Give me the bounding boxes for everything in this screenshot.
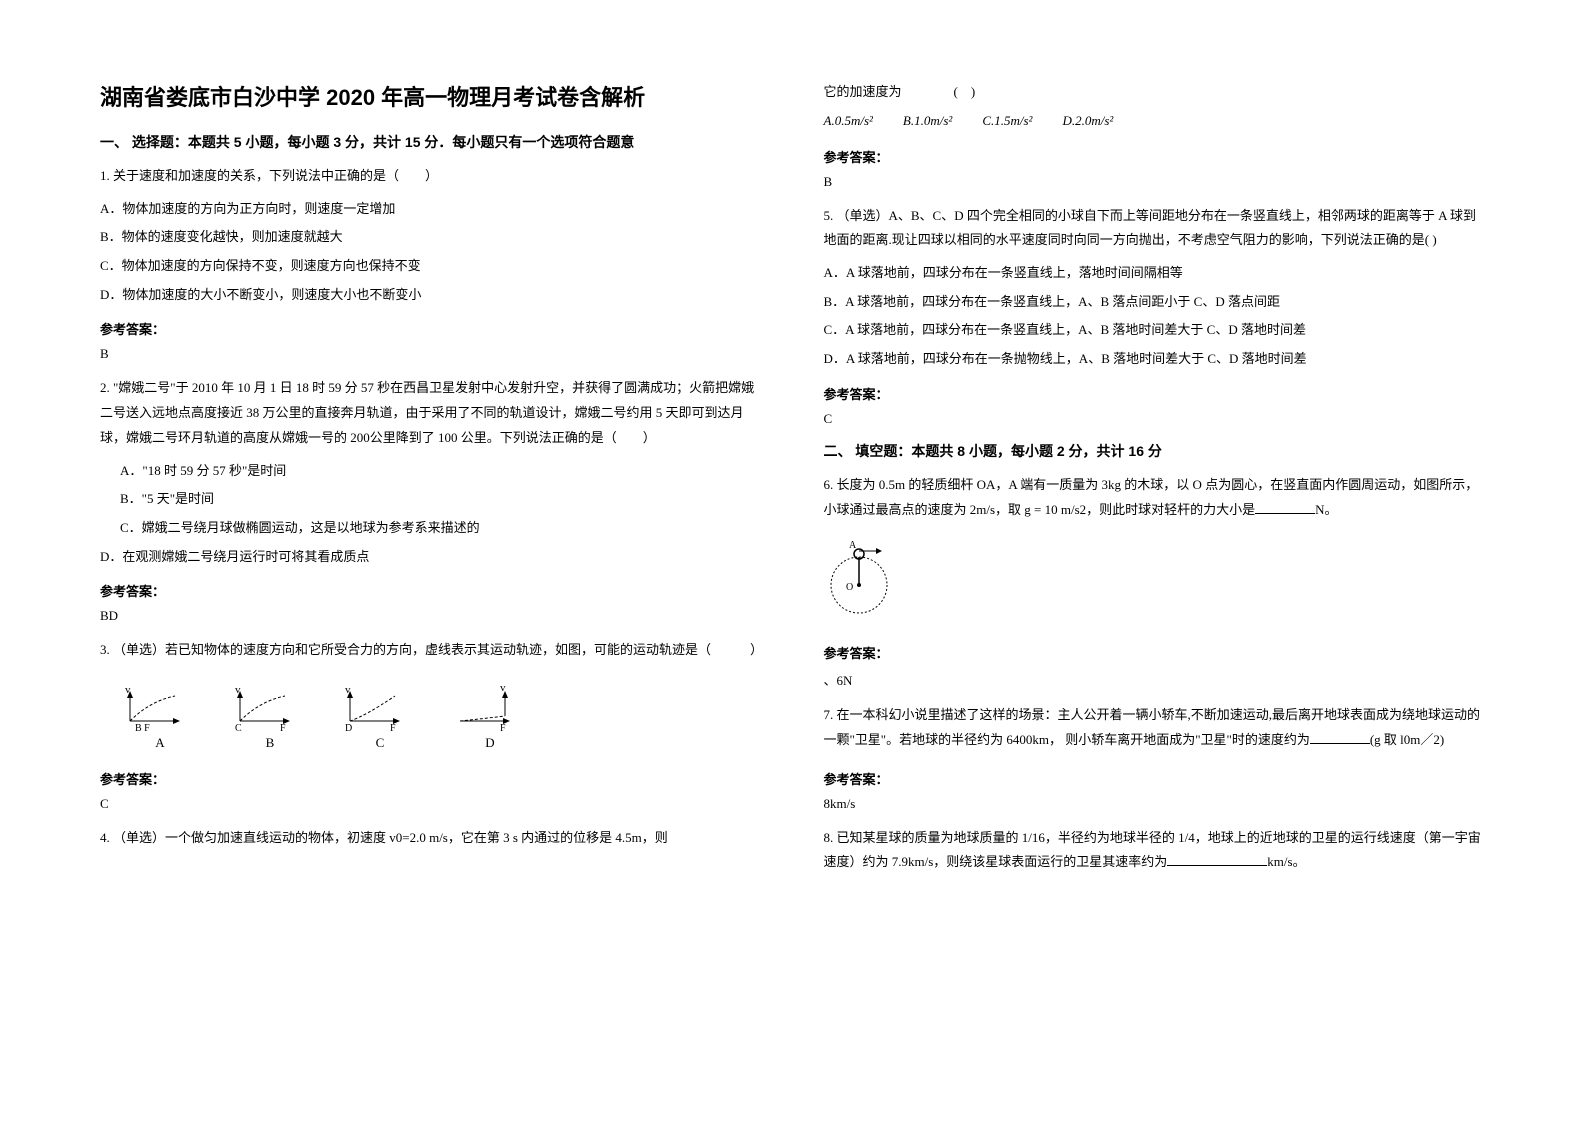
circle-motion-diagram: O A <box>824 540 894 620</box>
q5-optD: D．A 球落地前，四球分布在一条抛物线上，A、B 落地时间差大于 C、D 落地时… <box>824 347 1488 372</box>
q4-text: 4. （单选）一个做匀加速直线运动的物体，初速度 v0=2.0 m/s，它在第 … <box>100 826 764 851</box>
svg-text:A: A <box>849 540 857 551</box>
trajectory-diagram-c: v D F <box>340 681 420 731</box>
q2-answer: BD <box>100 608 764 624</box>
q3-diagram-b: v C F B <box>230 681 310 751</box>
q8-text: 8. 已知某星球的质量为地球质量的 1/16，半径约为地球半径的 1/4，地球上… <box>824 826 1488 875</box>
q1-answer: B <box>100 346 764 362</box>
q4-options: A.0.5m/s² B.1.0m/s² C.1.5m/s² D.2.0m/s² <box>824 113 1488 129</box>
svg-text:F: F <box>280 723 286 731</box>
q3-diagram-a: v B F A <box>120 681 200 751</box>
q2-text: 2. "嫦娥二号"于 2010 年 10 月 1 日 18 时 59 分 57 … <box>100 376 764 450</box>
q1-optD: D．物体加速度的大小不断变小，则速度大小也不断变小 <box>100 283 764 308</box>
q4-answer-label: 参考答案： <box>824 147 1488 166</box>
trajectory-diagram-b: v C F <box>230 681 310 731</box>
q3-text: 3. （单选）若已知物体的速度方向和它所受合力的方向，虚线表示其运动轨迹，如图，… <box>100 638 764 663</box>
q2-optD: D．在观测嫦娥二号绕月运行时可将其看成质点 <box>100 545 764 570</box>
q3-diagram-d: v F D <box>450 681 530 751</box>
trajectory-diagram-a: v B F <box>120 681 200 731</box>
page-title: 湖南省娄底市白沙中学 2020 年高一物理月考试卷含解析 <box>100 80 764 112</box>
q7-answer-label: 参考答案： <box>824 769 1488 788</box>
svg-text:D: D <box>345 723 352 731</box>
q1-optA: A．物体加速度的方向为正方向时，则速度一定增加 <box>100 197 764 222</box>
q6-unit: N。 <box>1315 502 1337 517</box>
q2-optA: A．"18 时 59 分 57 秒"是时间 <box>100 459 764 484</box>
q8-blank <box>1167 852 1267 866</box>
q8-text-content: 8. 已知某星球的质量为地球质量的 1/16，半径约为地球半径的 1/4，地球上… <box>824 830 1481 870</box>
q3-label-d: D <box>485 735 494 751</box>
right-column: 它的加速度为 ( ) A.0.5m/s² B.1.0m/s² C.1.5m/s²… <box>824 80 1488 1042</box>
q3-label-b: B <box>266 735 275 751</box>
svg-text:O: O <box>846 582 853 593</box>
left-column: 湖南省娄底市白沙中学 2020 年高一物理月考试卷含解析 一、 选择题：本题共 … <box>100 80 764 1042</box>
q1-optB: B．物体的速度变化越快，则加速度就越大 <box>100 225 764 250</box>
q3-label-a: A <box>155 735 164 751</box>
q7-text: 7. 在一本科幻小说里描述了这样的场景：主人公开着一辆小轿车,不断加速运动,最后… <box>824 703 1488 752</box>
q2-optC: C．嫦娥二号绕月球做椭圆运动，这是以地球为参考系来描述的 <box>100 516 764 541</box>
q4-optC: C.1.5m/s² <box>982 113 1032 129</box>
q3-diagrams: v B F A v C F B <box>100 681 764 751</box>
q4-optA: A.0.5m/s² <box>824 113 873 129</box>
q6-text-content: 6. 长度为 0.5m 的轻质细杆 OA，A 端有一质量为 3kg 的木球，以 … <box>824 477 1479 517</box>
q5-answer-label: 参考答案： <box>824 384 1488 403</box>
q2-answer-label: 参考答案： <box>100 581 764 600</box>
section2-header: 二、 填空题：本题共 8 小题，每小题 2 分，共计 16 分 <box>824 441 1488 461</box>
svg-text:B F: B F <box>135 723 150 731</box>
q4-answer: B <box>824 174 1488 190</box>
section1-header: 一、 选择题：本题共 5 小题，每小题 3 分，共计 15 分．每小题只有一个选… <box>100 132 764 152</box>
q7-blank <box>1310 730 1370 744</box>
svg-text:F: F <box>390 723 396 731</box>
svg-text:C: C <box>235 723 242 731</box>
q7-unit: (g 取 l0m／2) <box>1370 732 1444 747</box>
q6-blank <box>1255 500 1315 514</box>
q3-answer: C <box>100 796 764 812</box>
q6-text: 6. 长度为 0.5m 的轻质细杆 OA，A 端有一质量为 3kg 的木球，以 … <box>824 473 1488 522</box>
q1-answer-label: 参考答案： <box>100 319 764 338</box>
q5-optB: B．A 球落地前，四球分布在一条竖直线上，A、B 落点间距小于 C、D 落点间距 <box>824 290 1488 315</box>
q5-optC: C．A 球落地前，四球分布在一条竖直线上，A、B 落地时间差大于 C、D 落地时… <box>824 318 1488 343</box>
trajectory-diagram-d: v F <box>450 681 530 731</box>
q5-optA: A．A 球落地前，四球分布在一条竖直线上，落地时间间隔相等 <box>824 261 1488 286</box>
q5-answer: C <box>824 411 1488 427</box>
q3-answer-label: 参考答案： <box>100 769 764 788</box>
q7-answer: 8km/s <box>824 796 1488 812</box>
q8-unit: km/s。 <box>1267 854 1305 869</box>
q4-optB: B.1.0m/s² <box>903 113 952 129</box>
svg-text:F: F <box>500 723 506 731</box>
q2-optB: B．"5 天"是时间 <box>100 487 764 512</box>
q3-label-c: C <box>376 735 385 751</box>
q6-answer: 、6N <box>824 670 1488 689</box>
q4-optD: D.2.0m/s² <box>1062 113 1113 129</box>
q1-text: 1. 关于速度和加速度的关系，下列说法中正确的是（ ） <box>100 164 764 189</box>
q1-optC: C．物体加速度的方向保持不变，则速度方向也保持不变 <box>100 254 764 279</box>
q4-text2: 它的加速度为 ( ) <box>824 80 1488 105</box>
q3-diagram-c: v D F C <box>340 681 420 751</box>
q6-diagram: O A <box>824 540 1488 625</box>
q5-text: 5. （单选）A、B、C、D 四个完全相同的小球自下而上等间距地分布在一条竖直线… <box>824 204 1488 253</box>
q6-answer-label: 参考答案： <box>824 643 1488 662</box>
